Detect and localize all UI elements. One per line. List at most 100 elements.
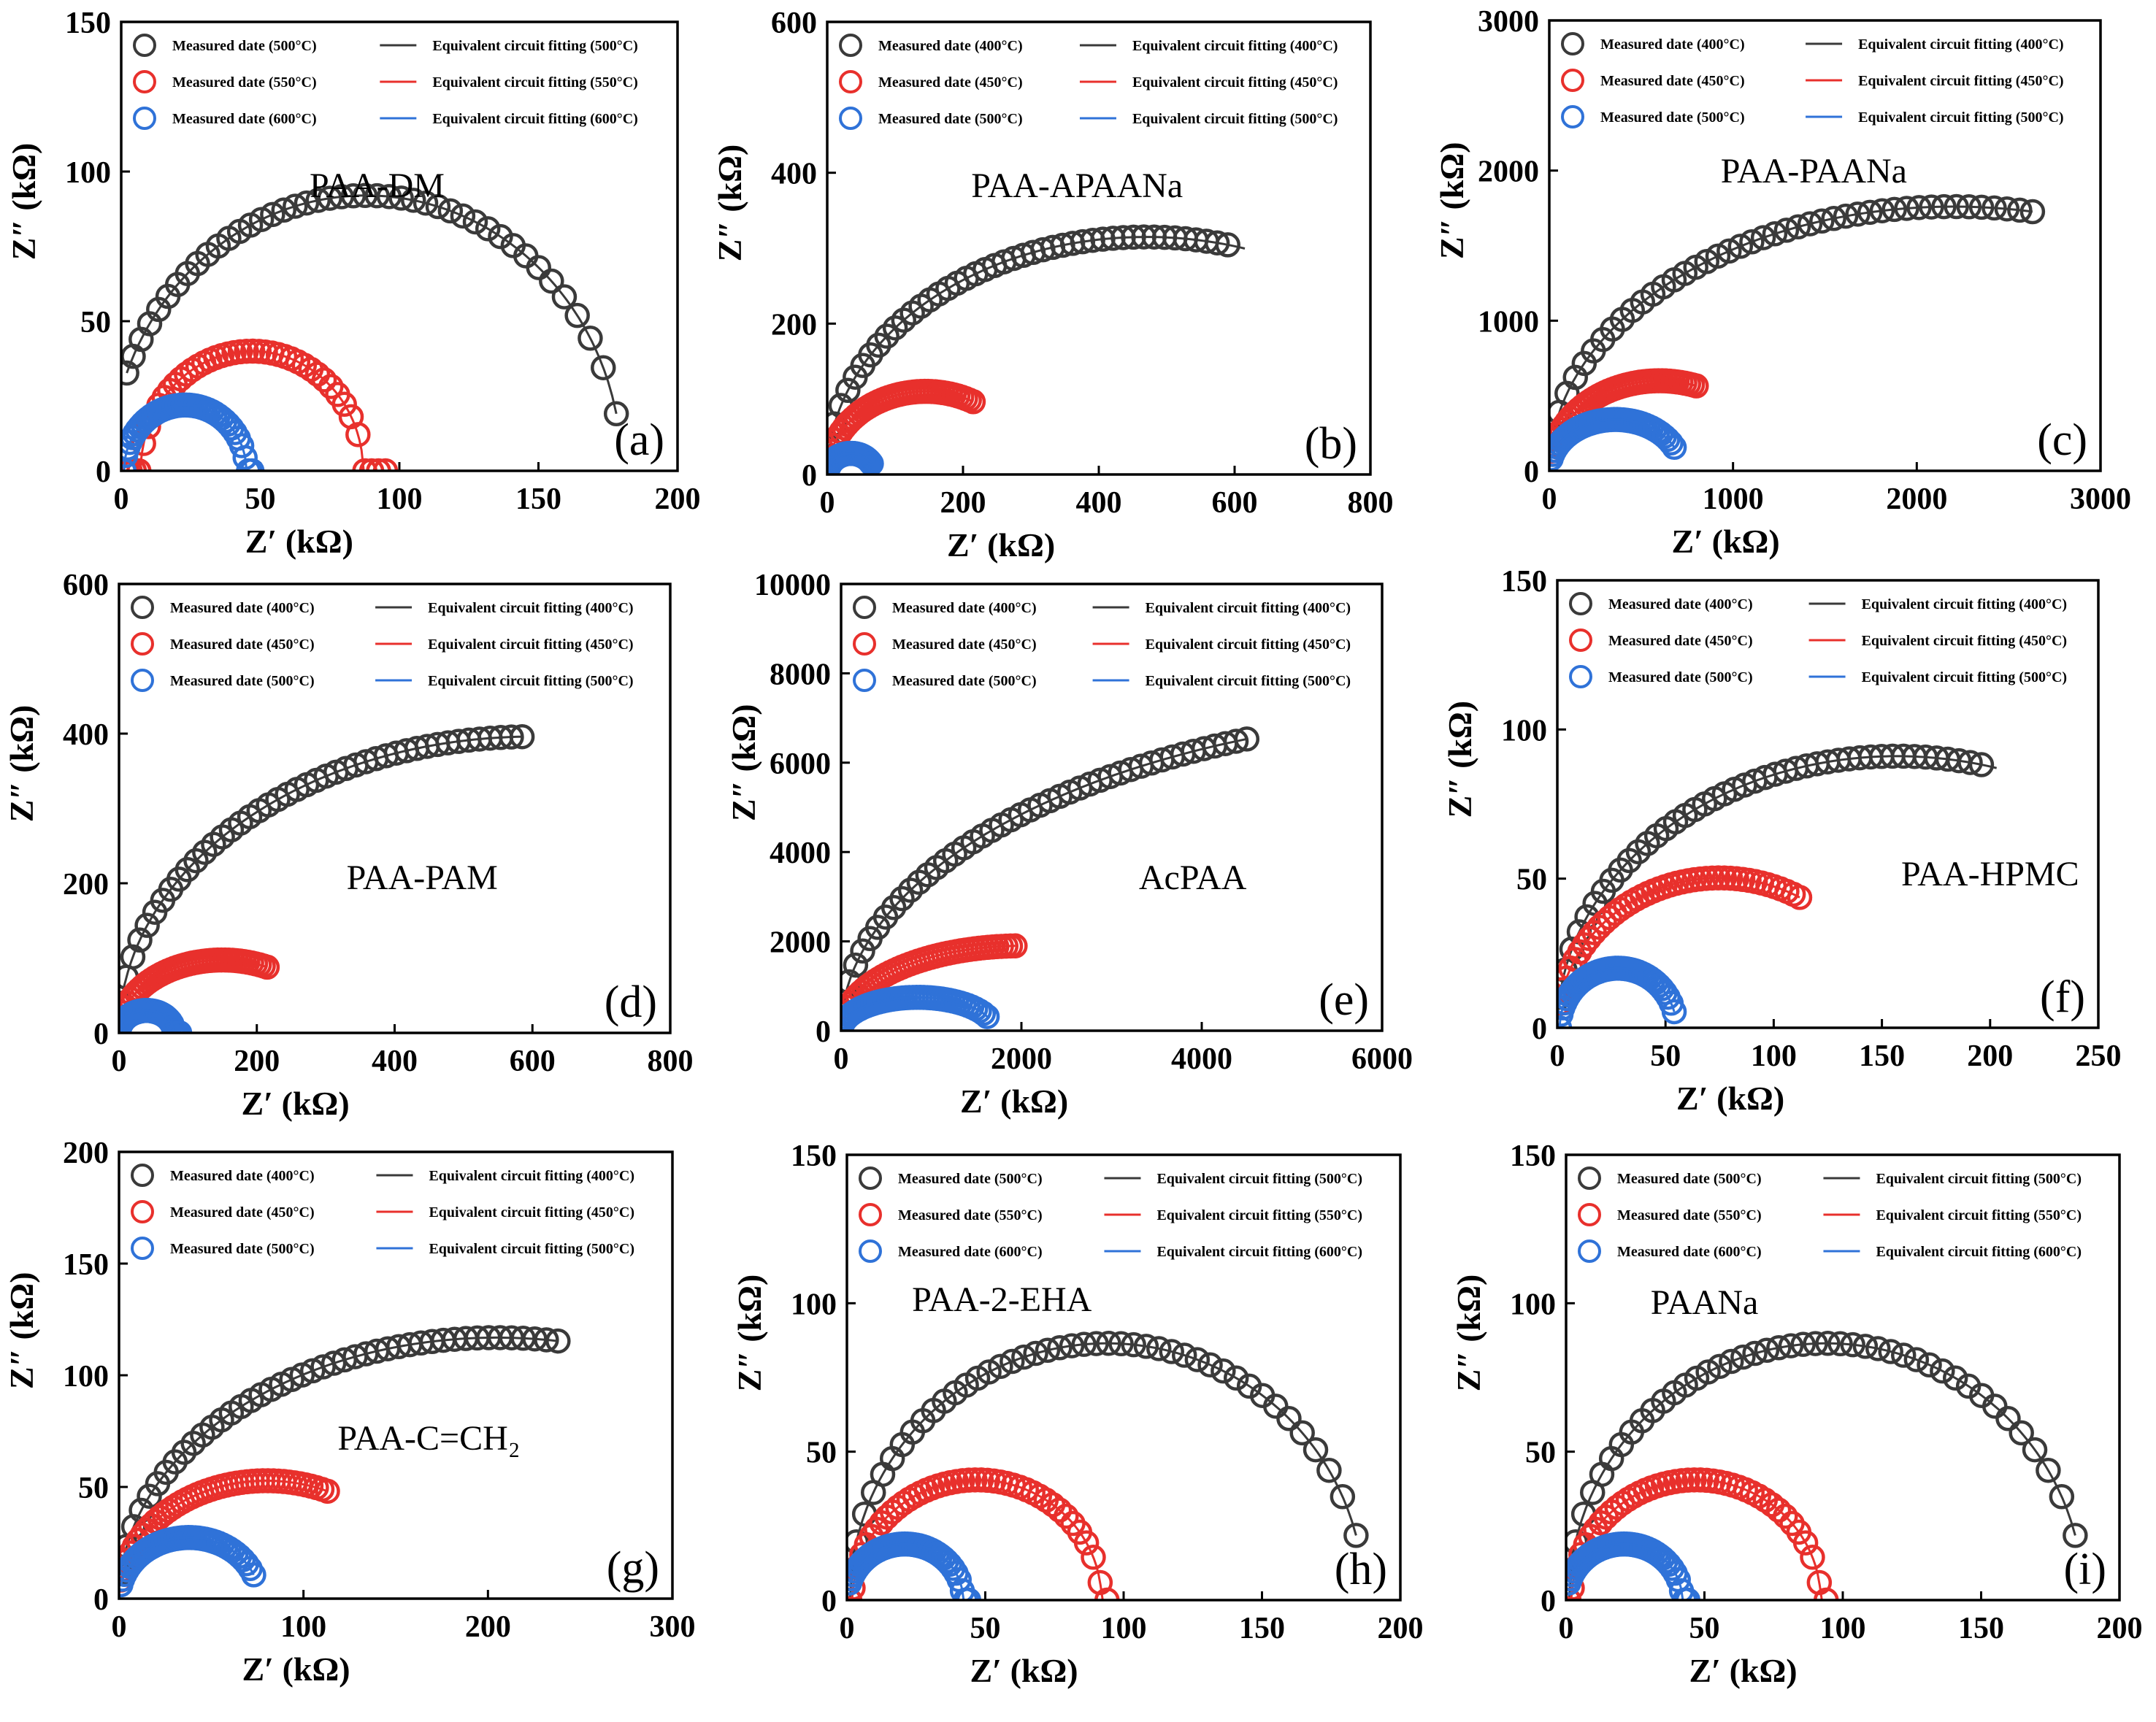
y-tick-label: 200 [63, 1137, 109, 1170]
data-point [475, 216, 501, 242]
y-tick-label: 4000 [770, 837, 831, 870]
data-point [260, 201, 285, 228]
data-point [1276, 1406, 1302, 1431]
plot-area [119, 723, 535, 1033]
legend-marker [1569, 665, 1592, 688]
panel-letter: (h) [1335, 1545, 1387, 1594]
data-point [1330, 1484, 1356, 1510]
x-tick-label: 800 [1348, 486, 1394, 520]
x-axis-label: Z′ (kΩ) [242, 1085, 350, 1122]
legend-marker [1578, 1203, 1601, 1226]
y-tick-label: 50 [1516, 864, 1547, 897]
data-point [1094, 1587, 1120, 1600]
data-point [315, 1478, 340, 1504]
panel-letter: (a) [614, 415, 664, 465]
data-point [1968, 752, 1995, 777]
y-tick-label: 50 [78, 1472, 109, 1505]
data-point [372, 458, 399, 471]
data-point [1754, 1337, 1780, 1364]
plot-area [1549, 193, 2046, 471]
y-axis-label: Z″ (kΩ) [1441, 701, 1478, 818]
data-point [352, 458, 377, 471]
plot-frame [1565, 1153, 2121, 1602]
y-tick-label: 8000 [770, 658, 831, 691]
x-tick-label: 150 [1239, 1612, 1285, 1645]
legend-marker [853, 669, 876, 692]
data-point [2009, 1420, 2034, 1446]
x-tick-label: 6000 [1351, 1042, 1413, 1076]
data-point [229, 433, 255, 458]
fit-line [841, 996, 989, 1026]
x-tick-label: 200 [465, 1610, 511, 1644]
data-point [1942, 1365, 1968, 1391]
fit-line [120, 1336, 559, 1573]
y-tick-label: 100 [1501, 714, 1547, 747]
data-point [970, 1001, 997, 1026]
data-point [366, 458, 391, 471]
fit-line [120, 1479, 328, 1580]
x-tick-label: 600 [510, 1045, 556, 1078]
legend-marker [839, 107, 862, 130]
y-tick-label: 150 [1510, 1139, 1556, 1173]
fit-line [1568, 1542, 1688, 1600]
fit-line [848, 1342, 1357, 1600]
data-point [1073, 1530, 1100, 1556]
legend-label: Equivalent circuit fitting (450°C) [1132, 74, 1338, 91]
data-point [2019, 199, 2046, 225]
panel-letter: (d) [605, 977, 657, 1027]
data-point [835, 377, 861, 403]
y-axis-label: Z″ (kΩ) [1450, 1275, 1487, 1392]
y-tick-label: 600 [771, 7, 817, 40]
data-point [1814, 1587, 1839, 1600]
x-tick-label: 200 [1378, 1612, 1424, 1645]
data-point [358, 458, 385, 471]
data-point [1878, 1339, 1903, 1364]
data-point [1000, 1348, 1025, 1375]
data-point [1707, 1353, 1733, 1380]
legend-marker [133, 107, 156, 130]
x-tick-label: 100 [377, 483, 423, 516]
data-point [1695, 1359, 1721, 1385]
x-tick-label: 100 [280, 1610, 326, 1644]
x-tick-label: 800 [648, 1045, 694, 1078]
panel-c: 0 1000 2000 3000 0 1000 2000 3000 Z′ (kΩ) Z″ (kΩ)… [1433, 5, 2131, 560]
legend-label: Equivalent circuit fitting (550°C) [1156, 1207, 1362, 1223]
data-point [1930, 1358, 1955, 1384]
y-axis-label: Z″ (kΩ) [731, 1275, 768, 1392]
data-point [462, 209, 488, 235]
data-point [1211, 1358, 1236, 1384]
data-point [488, 223, 513, 250]
legend-marker [859, 1239, 882, 1263]
legend-label: Measured date (550°C) [898, 1207, 1043, 1223]
data-point [974, 1004, 1000, 1029]
y-tick-label: 400 [771, 158, 817, 191]
data-point [121, 360, 139, 386]
legend-label: Measured date (400°C) [170, 600, 315, 616]
legend-marker [1578, 1166, 1601, 1190]
fit-line [827, 452, 872, 468]
data-point [1133, 1334, 1159, 1359]
data-point [2049, 1484, 2075, 1510]
y-tick-label: 0 [96, 456, 111, 489]
data-point [1616, 847, 1642, 874]
data-point [137, 1483, 162, 1509]
x-tick-label: 50 [1689, 1612, 1720, 1645]
data-point [1146, 1336, 1172, 1361]
legend-marker [131, 1237, 154, 1260]
data-point [166, 1020, 193, 1033]
data-point [127, 927, 153, 953]
data-point [1716, 238, 1742, 264]
legend-label: Equivalent circuit fitting (500°C) [429, 1241, 634, 1257]
data-point [1171, 1342, 1197, 1368]
data-point [1684, 373, 1709, 399]
fit-line [1551, 205, 2033, 436]
legend-label: Measured date (600°C) [898, 1244, 1043, 1260]
data-point [120, 944, 146, 970]
fit-line [848, 1542, 969, 1600]
x-tick-label: 100 [1751, 1039, 1797, 1073]
legend-marker [131, 596, 154, 619]
x-axis-label: Z′ (kΩ) [1672, 523, 1780, 560]
data-point [271, 197, 296, 223]
data-point [1011, 1344, 1037, 1370]
legend-label: Measured date (500°C) [892, 673, 1037, 689]
